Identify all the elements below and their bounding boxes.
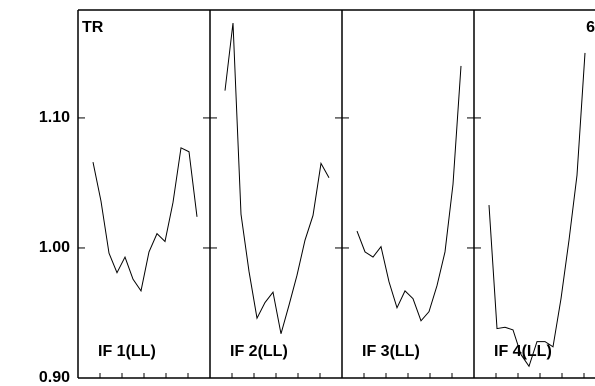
annotation: 6 — [586, 19, 595, 36]
data-line — [224, 22, 330, 334]
data-line — [92, 147, 198, 293]
panel-label: IF 1(LL) — [98, 343, 156, 360]
y-tick-label: 0.90 — [39, 369, 70, 386]
data-line — [488, 52, 586, 368]
y-tick-label: 1.10 — [39, 109, 70, 126]
panel-label: IF 2(LL) — [230, 343, 288, 360]
chart-title: TR — [82, 19, 104, 36]
data-line — [356, 65, 462, 322]
panel-label: IF 4(LL) — [494, 343, 552, 360]
panel-label: IF 3(LL) — [362, 343, 420, 360]
y-tick-label: 1.00 — [39, 239, 70, 256]
